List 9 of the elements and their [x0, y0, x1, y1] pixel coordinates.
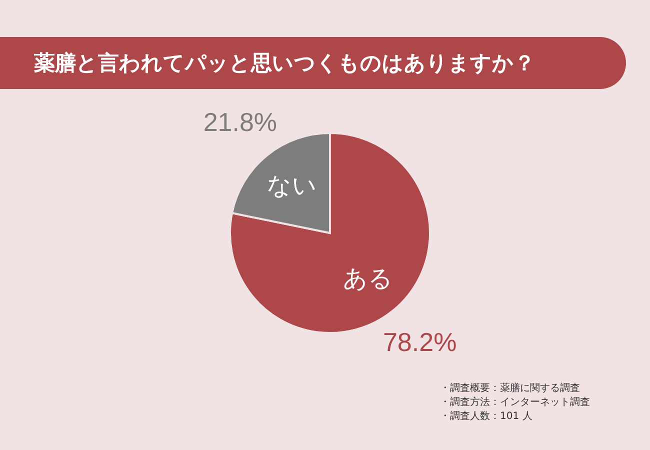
text: ・調査概要：薬膳に関する調査 [440, 382, 581, 396]
data-label: 78.2% [382, 326, 457, 357]
text: ・調査方法：インターネット調査 [440, 396, 590, 410]
data-label: 21.8% [203, 107, 278, 138]
slice-label: ない [267, 172, 318, 200]
pie-slice [229, 132, 431, 334]
slice-label: ある [342, 264, 393, 292]
text: ・調査人数：101 人 [440, 410, 534, 424]
chart-title: 薬膳と言われてパッと思いつくものはありますか？ [0, 37, 626, 89]
